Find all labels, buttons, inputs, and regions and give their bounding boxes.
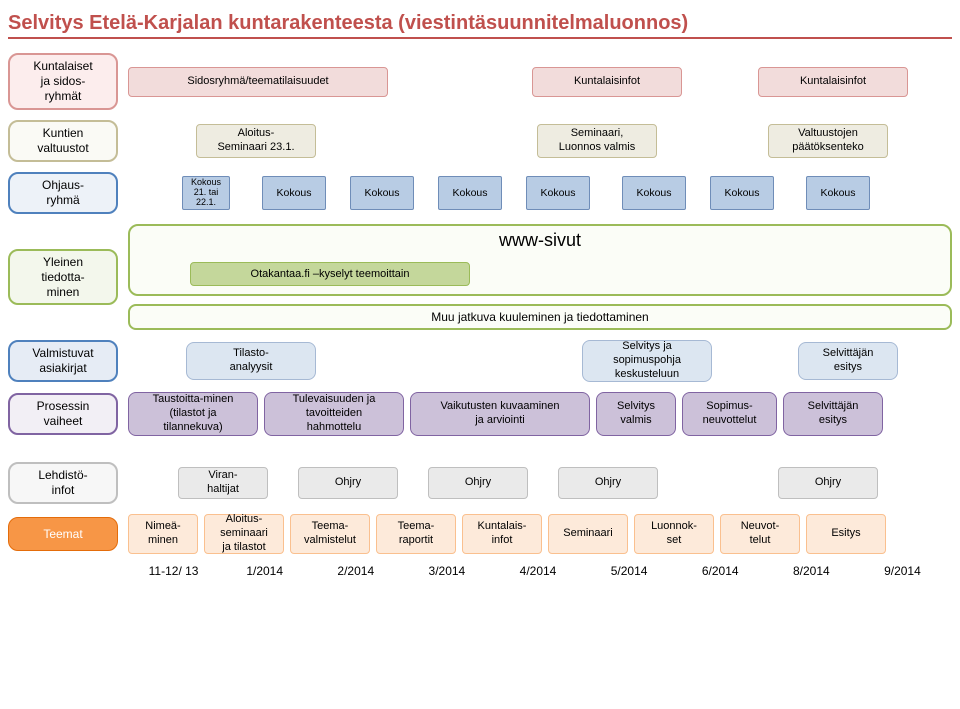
timeline-9: 9/2014 [857,564,948,578]
box-ohjry-4: Ohjry [778,467,878,499]
box-selvitys-valmis: Selvitys valmis [596,392,676,436]
label-yleinen: Yleinen tiedotta- minen [8,249,118,305]
kokous-5: Kokous [526,176,590,210]
box-taustoittaminen: Taustoitta-minen (tilastot ja tilannekuv… [128,392,258,436]
row-lehdisto: Lehdistö- infot Viran- haltijat Ohjry Oh… [8,462,952,504]
teema-2: Aloitus- seminaari ja tilastot [204,514,284,554]
timeline-4: 3/2014 [401,564,492,578]
teema-9: Esitys [806,514,886,554]
kokous-8: Kokous [806,176,870,210]
www-box: www-sivut Otakantaa.fi –kyselyt teemoitt… [128,224,952,296]
box-selvittajan-esitys-v: Selvittäjän esitys [798,342,898,380]
teema-3: Teema- valmistelut [290,514,370,554]
box-tulevaisuuden: Tulevaisuuden ja tavoitteiden hahmottelu [264,392,404,436]
box-viranhaltijat: Viran- haltijat [178,467,268,499]
box-vaikutusten: Vaikutusten kuvaaminen ja arviointi [410,392,590,436]
box-ohjry-3: Ohjry [558,467,658,499]
label-lehdisto: Lehdistö- infot [8,462,118,504]
box-ohjry-2: Ohjry [428,467,528,499]
box-aloitus-sem: Aloitus- Seminaari 23.1. [196,124,316,158]
teema-8: Neuvot- telut [720,514,800,554]
box-selvittajan-esitys-p: Selvittäjän esitys [783,392,883,436]
label-kuntien: Kuntien valtuustot [8,120,118,162]
row-yleinen: Yleinen tiedotta- minen www-sivut Otakan… [8,224,952,330]
kokous-6: Kokous [622,176,686,210]
label-kuntalaiset: Kuntalaiset ja sidos- ryhmät [8,53,118,110]
kokous-4: Kokous [438,176,502,210]
row-kuntien: Kuntien valtuustot Aloitus- Seminaari 23… [8,120,952,162]
timeline-2: 1/2014 [219,564,310,578]
kokous-7: Kokous [710,176,774,210]
kokous-first: Kokous 21. tai 22.1. [182,176,230,210]
www-title: www-sivut [130,230,950,251]
timeline-3: 2/2014 [310,564,401,578]
teema-1: Nimeä- minen [128,514,198,554]
teema-6: Seminaari [548,514,628,554]
row-kuntalaiset: Kuntalaiset ja sidos- ryhmät Sidosryhmä/… [8,53,952,110]
box-sopimusneuvottelut: Sopimus- neuvottelut [682,392,777,436]
label-teemat: Teemat [8,517,118,551]
box-seminaari-luonnos: Seminaari, Luonnos valmis [537,124,657,158]
timeline-1: 11-12/ 13 [128,564,219,578]
kokous-3: Kokous [350,176,414,210]
box-selvitys-sopimus: Selvitys ja sopimuspohja keskusteluun [582,340,712,382]
timeline-7: 6/2014 [675,564,766,578]
label-ohjaus: Ohjaus- ryhmä [8,172,118,214]
box-ohjry-1: Ohjry [298,467,398,499]
row-valmistuvat: Valmistuvat asiakirjat Tilasto- analyysi… [8,340,952,382]
row-ohjaus: Ohjaus- ryhmä Kokous 21. tai 22.1. Kokou… [8,172,952,214]
label-prosessin: Prosessin vaiheet [8,393,118,435]
page-title: Selvitys Etelä-Karjalan kuntarakenteesta… [8,12,952,39]
kokous-2: Kokous [262,176,326,210]
teema-7: Luonnok- set [634,514,714,554]
label-valmistuvat: Valmistuvat asiakirjat [8,340,118,382]
row-teemat: Teemat Nimeä- minen Aloitus- seminaari j… [8,514,952,554]
box-kuntalaisinfot-2: Kuntalaisinfot [758,67,908,97]
timeline: 11-12/ 13 1/2014 2/2014 3/2014 4/2014 5/… [128,564,948,578]
box-tilasto-analyysit: Tilasto- analyysit [186,342,316,380]
www-inner: Otakantaa.fi –kyselyt teemoittain [190,262,470,286]
box-sidosryhma: Sidosryhmä/teematilaisuudet [128,67,388,97]
timeline-5: 4/2014 [492,564,583,578]
muu-bar: Muu jatkuva kuuleminen ja tiedottaminen [128,304,952,330]
box-valtuustojen: Valtuustojen päätöksenteko [768,124,888,158]
timeline-6: 5/2014 [584,564,675,578]
box-kuntalaisinfot-1: Kuntalaisinfot [532,67,682,97]
timeline-8: 8/2014 [766,564,857,578]
teema-4: Teema- raportit [376,514,456,554]
row-prosessin: Prosessin vaiheet Taustoitta-minen (tila… [8,392,952,436]
teema-5: Kuntalais- infot [462,514,542,554]
